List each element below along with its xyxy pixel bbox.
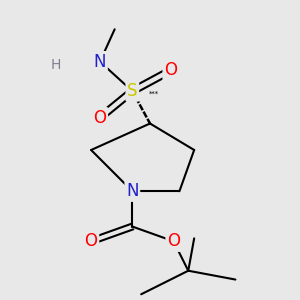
Text: S: S [127,82,138,100]
Text: O: O [167,232,180,250]
Text: O: O [85,232,98,250]
Text: N: N [94,53,106,71]
Text: N: N [126,182,139,200]
Text: O: O [164,61,177,80]
Text: H: H [51,58,61,72]
Text: ***: *** [148,91,159,97]
Text: O: O [93,109,106,127]
